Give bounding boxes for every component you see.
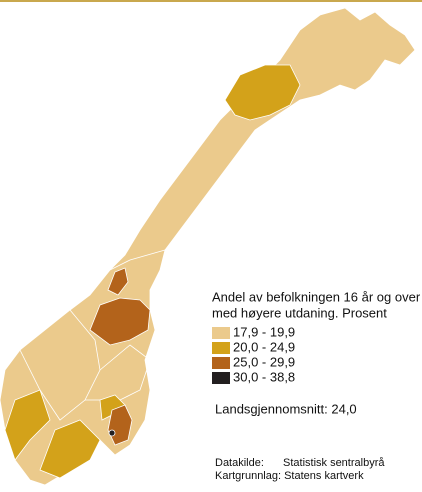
legend-swatch bbox=[212, 342, 230, 354]
norway-map bbox=[0, 7, 416, 486]
source-value: Statistisk sentralbyrå bbox=[283, 457, 385, 469]
average: Landsgjennomsnitt: 24,0 bbox=[215, 401, 357, 416]
region bbox=[224, 64, 301, 121]
top-rule bbox=[0, 0, 422, 2]
legend-label: 17,9 - 19,9 bbox=[233, 324, 295, 339]
source-label: Datakilde: bbox=[215, 457, 264, 469]
region bbox=[4, 389, 51, 461]
legend-swatch bbox=[212, 357, 230, 369]
legend-swatch bbox=[212, 327, 230, 339]
legend-title: Andel av befolkningen 16 år og over bbox=[212, 289, 421, 304]
legend-label: 30,0 - 38,8 bbox=[233, 369, 295, 384]
region bbox=[39, 419, 101, 479]
region bbox=[89, 297, 151, 346]
legend-title: med høyere utdaning. Prosent bbox=[212, 305, 387, 320]
region bbox=[108, 429, 116, 437]
legend-swatch bbox=[212, 372, 230, 384]
region bbox=[107, 267, 129, 296]
legend: 17,9 - 19,920,0 - 24,925,0 - 29,930,0 - … bbox=[212, 324, 295, 384]
border bbox=[109, 249, 166, 271]
legend-label: 20,0 - 24,9 bbox=[233, 339, 295, 354]
legend-label: 25,0 - 29,9 bbox=[233, 354, 295, 369]
region bbox=[0, 7, 416, 486]
map-source: Kartgrunnlag: Statens kartverk bbox=[215, 470, 364, 482]
